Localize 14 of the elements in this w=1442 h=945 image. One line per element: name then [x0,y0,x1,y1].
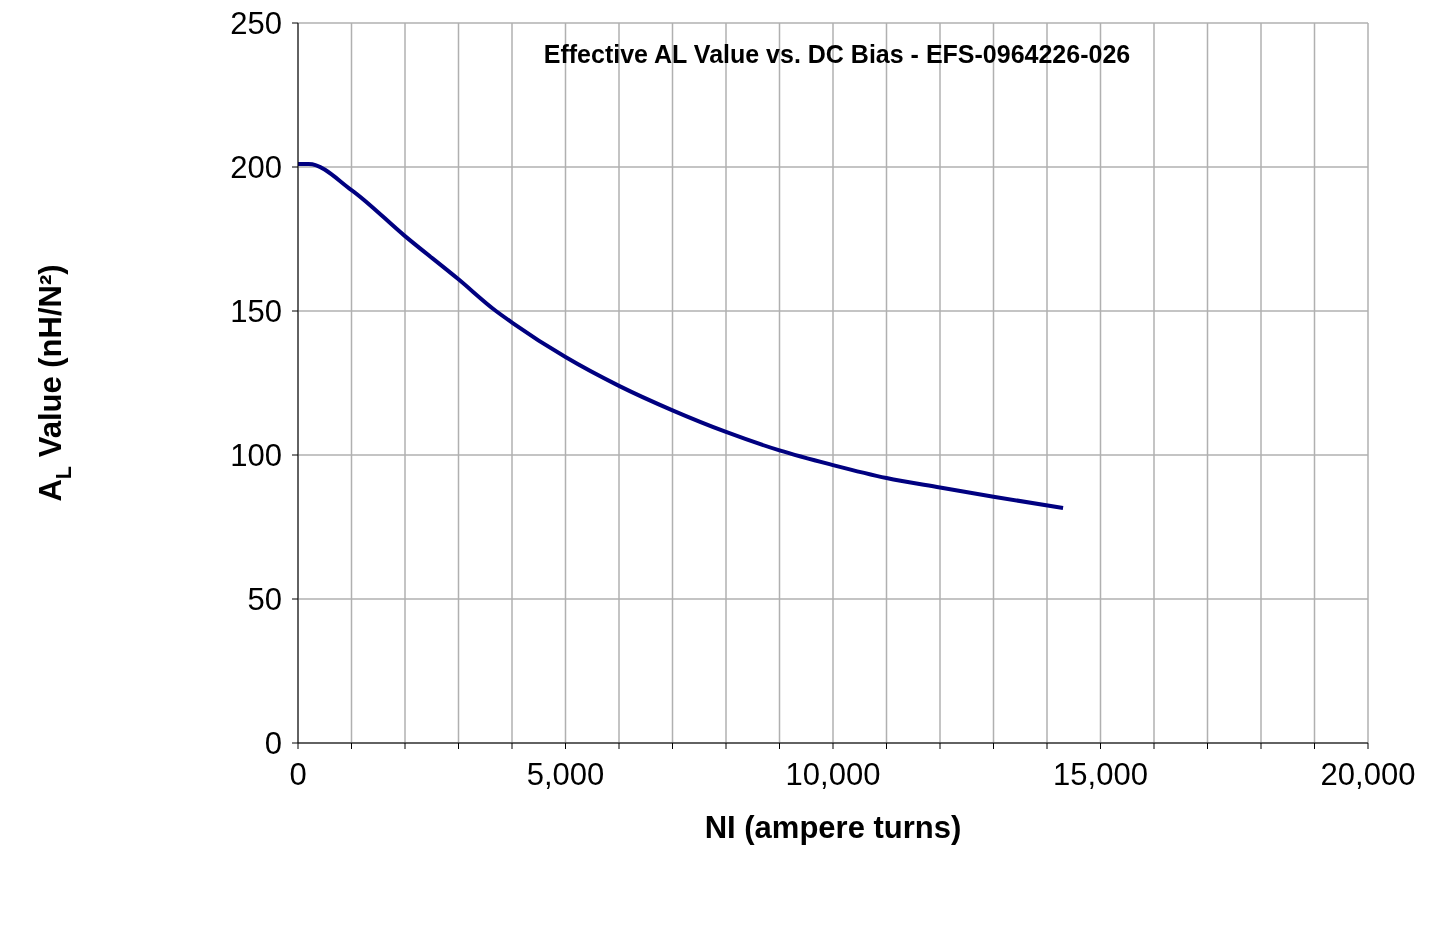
y-tick-label: 200 [230,150,282,186]
y-tick-label: 250 [230,6,282,42]
x-tick-label: 15,000 [1053,757,1148,793]
y-tick-label: 50 [247,582,282,618]
x-tick-label: 20,000 [1320,757,1416,793]
text: Effective AL Value vs. DC Bias - EFS-0964226-026 [543,40,1131,68]
y-tick-label: 100 [230,438,282,474]
y-tick-label: 0 [264,726,282,762]
y-tick-label: 150 [230,294,282,330]
line-series [298,162,1066,510]
x-axis-title: NI (ampere turns) [704,810,962,845]
x-tick-label: 0 [289,757,307,793]
x-tick-label: 10,000 [785,757,881,793]
x-tick-label: 5,000 [526,757,605,793]
